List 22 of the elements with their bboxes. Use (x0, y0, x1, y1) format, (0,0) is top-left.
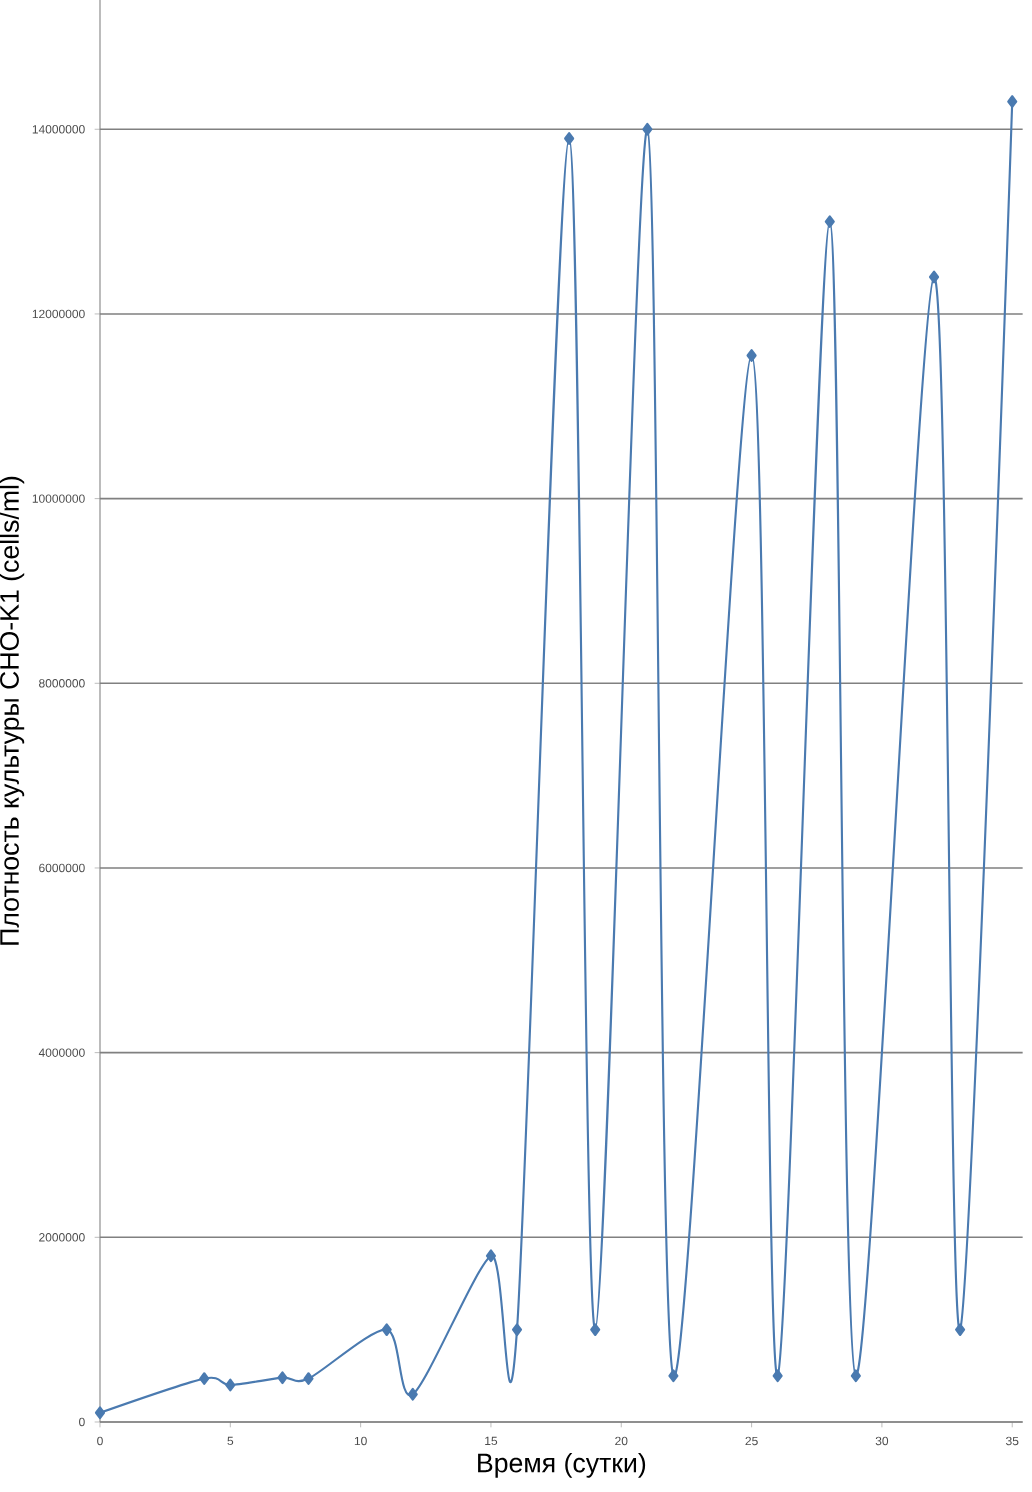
point (850, 1369, 861, 1383)
point (590, 1323, 601, 1337)
point (511, 1323, 523, 1337)
x-axis-title: Время (сутки) (478, 1452, 646, 1478)
y-axis-title: Плотность культуры CHO-K1 (cells/ml) (0, 476, 25, 945)
point (668, 1369, 679, 1383)
point (824, 215, 835, 229)
point (928, 270, 940, 284)
point (277, 1371, 288, 1385)
point (381, 1323, 392, 1337)
point (225, 1378, 236, 1392)
point (642, 122, 653, 136)
point (199, 1372, 210, 1385)
point (746, 349, 757, 362)
point (407, 1387, 418, 1401)
point (772, 1369, 783, 1383)
point (1007, 95, 1018, 108)
point (94, 1406, 106, 1420)
point (485, 1249, 497, 1263)
point (564, 132, 575, 145)
point (955, 1323, 966, 1337)
point (303, 1372, 314, 1385)
